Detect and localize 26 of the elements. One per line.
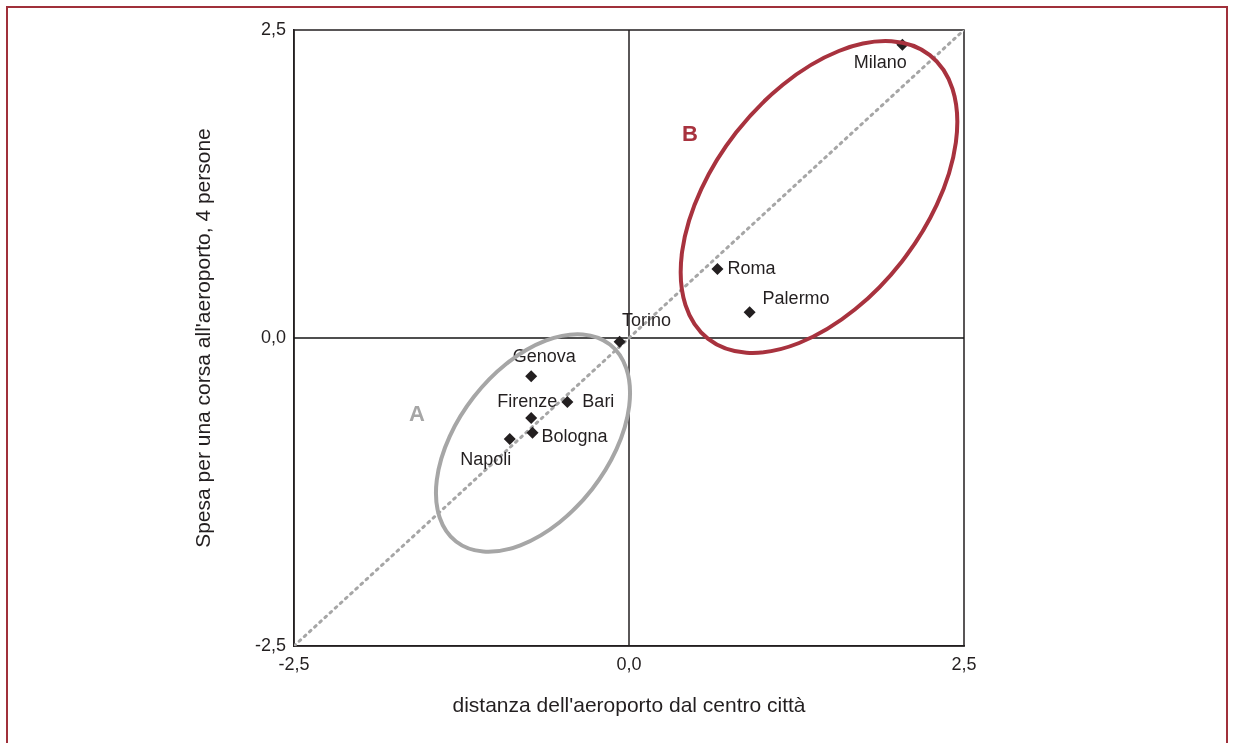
x-axis-title: distanza dell'aeroporto dal centro città [452, 693, 806, 717]
point [526, 426, 539, 439]
annotation: Bologna [541, 425, 609, 446]
point [525, 412, 538, 425]
point [503, 433, 516, 446]
point [613, 335, 626, 348]
x-tick-label: -2,5 [278, 653, 310, 674]
x-tick-label: 2,5 [951, 653, 977, 674]
annotation: Napoli [460, 448, 512, 469]
point [743, 306, 756, 319]
point [711, 263, 724, 276]
y-axis-title: Spesa per una corsa all'aeroporto, 4 persone [191, 128, 215, 548]
y-tick-label: 2,5 [260, 18, 286, 39]
point [525, 370, 538, 383]
annotation: Palermo [762, 288, 830, 309]
annotation: B [682, 121, 698, 147]
annotation: Milano [853, 51, 907, 72]
y-tick-label: -2,5 [254, 634, 286, 655]
y-tick-label: 0,0 [260, 326, 286, 347]
annotation: Roma [727, 257, 777, 278]
annotation: Bari [582, 391, 615, 412]
point [561, 396, 574, 409]
x-tick-label: 0,0 [616, 653, 642, 674]
annotation: A [409, 401, 426, 427]
annotation: Genova [512, 346, 577, 367]
annotation: Firenze [497, 391, 558, 412]
